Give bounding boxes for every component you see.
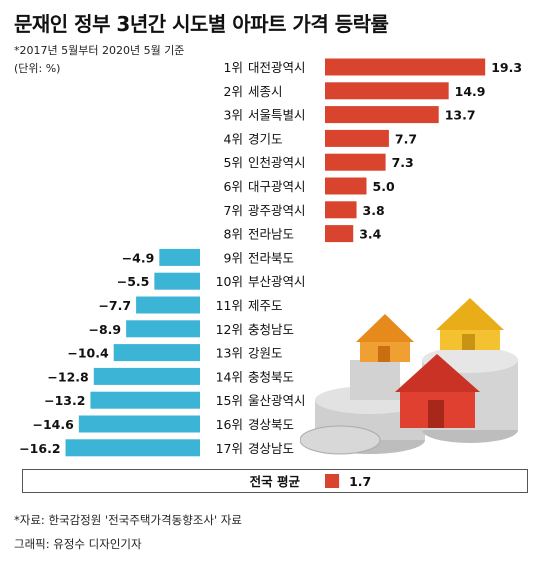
bar-대구광역시: [325, 177, 367, 195]
value-label: 7.7: [395, 131, 417, 146]
value-label: −7.7: [98, 298, 131, 313]
rank-label: 14위: [216, 369, 243, 384]
bar-부산광역시: [154, 272, 200, 290]
average-value-label: 1.7: [349, 474, 371, 489]
bar-average: [325, 474, 340, 488]
region-label: 강원도: [248, 346, 283, 361]
rank-label: 5위: [224, 155, 243, 170]
value-label: 3.8: [363, 203, 385, 218]
yellow-house: [436, 298, 504, 350]
value-label: −8.9: [89, 322, 122, 337]
bar-충청북도: [93, 367, 200, 385]
value-label: −16.2: [19, 441, 60, 456]
bar-경상남도: [65, 439, 200, 457]
rank-label: 2위: [224, 84, 243, 99]
region-label: 제주도: [248, 298, 283, 313]
bar-인천광역시: [325, 153, 386, 171]
region-label: 경상북도: [248, 417, 294, 432]
bar-충청남도: [126, 320, 200, 338]
region-label: 광주광역시: [248, 203, 306, 218]
value-label: −13.2: [44, 393, 85, 408]
bar-강원도: [113, 344, 200, 362]
region-label: 인천광역시: [248, 155, 306, 170]
average-label: 전국 평균: [250, 474, 301, 489]
graphic-credit: 그래픽: 유정수 디자인기자: [14, 537, 142, 551]
label-column: [205, 55, 323, 468]
value-label: 5.0: [373, 179, 395, 194]
orange-house: [356, 314, 414, 362]
region-label: 경상남도: [248, 441, 294, 456]
bar-전라남도: [325, 225, 354, 243]
value-label: 3.4: [359, 227, 381, 242]
region-label: 대구광역시: [248, 179, 306, 194]
bar-광주광역시: [325, 201, 357, 219]
region-label: 충청북도: [248, 369, 294, 384]
bar-울산광역시: [90, 391, 200, 409]
unit-note: (단위: %): [14, 62, 61, 75]
rank-label: 11위: [216, 298, 243, 313]
houses-on-coins-illustration: [300, 298, 518, 455]
national-average-box: [22, 469, 528, 493]
value-label: −5.5: [117, 274, 150, 289]
value-label: −12.8: [47, 369, 88, 384]
value-label: 13.7: [445, 108, 476, 123]
value-label: 19.3: [491, 60, 522, 75]
region-label: 울산광역시: [248, 393, 306, 408]
rank-label: 16위: [216, 417, 243, 432]
rank-label: 10위: [216, 274, 243, 289]
value-label: 7.3: [392, 155, 414, 170]
region-label: 부산광역시: [248, 274, 306, 289]
rank-label: 3위: [224, 108, 243, 123]
rank-label: 9위: [224, 250, 243, 265]
rank-label: 6위: [224, 179, 243, 194]
source-footer: *자료: 한국감정원 '전국주택가격동향조사' 자료: [14, 513, 242, 527]
region-label: 충청남도: [248, 322, 294, 337]
bar-전라북도: [159, 248, 200, 266]
bar-세종시: [325, 82, 449, 100]
bar-경기도: [325, 129, 389, 147]
rank-label: 15위: [216, 393, 243, 408]
coin-flat: [300, 425, 381, 455]
region-label: 서울특별시: [248, 108, 306, 123]
region-label: 경기도: [248, 131, 283, 146]
bar-제주도: [136, 296, 200, 314]
rank-label: 1위: [224, 60, 243, 75]
bar-경상북도: [78, 415, 200, 433]
rank-label: 13위: [216, 346, 243, 361]
value-label: −10.4: [67, 346, 109, 361]
rank-label: 8위: [224, 227, 243, 242]
value-label: −14.6: [32, 417, 74, 432]
region-label: 대전광역시: [248, 60, 306, 75]
region-label: 세종시: [248, 84, 283, 99]
bar-chart: 19.3 1위 대전광역시 14.9 2위 세종시 13.7 3위 서울특별시 7.7 4위 경기도 7…: [19, 55, 523, 489]
bar-대전광역시: [325, 58, 486, 76]
region-label: 전라북도: [248, 250, 294, 265]
rank-label: 4위: [224, 131, 243, 146]
rank-label: 7위: [224, 203, 243, 218]
region-label: 전라남도: [248, 227, 294, 242]
rank-label: 17위: [216, 441, 243, 456]
value-label: −4.9: [122, 250, 155, 265]
period-note: *2017년 5월부터 2020년 5월 기준: [14, 44, 185, 57]
chart-title: 문재인 정부 3년간 시도별 아파트 가격 등락률: [14, 12, 389, 36]
red-house: [395, 354, 480, 428]
value-label: 14.9: [455, 84, 486, 99]
bar-서울특별시: [325, 106, 439, 124]
rank-label: 12위: [216, 322, 243, 337]
